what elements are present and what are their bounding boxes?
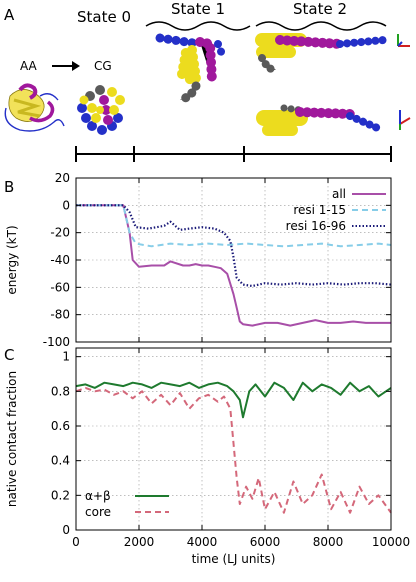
series-line-0 (75, 381, 392, 419)
y-tick-label: 1 (62, 350, 70, 364)
chart-native-contacts: 0 2000 4000 6000 8000 10000 0 0.2 0.4 0.6 0.8 1 nati… (5, 347, 410, 566)
y-tick-label: 0 (62, 523, 70, 537)
aa-to-cg-arrow-icon (52, 61, 80, 71)
y-tick-label: -60 (50, 280, 70, 294)
state-2-label: State 2 (293, 0, 347, 18)
y-tick-label: 20 (55, 171, 70, 185)
x-tick-label: 4000 (187, 535, 218, 549)
legend-label: all (332, 187, 346, 201)
y-tick-label: 0.2 (51, 488, 70, 502)
series-line-0 (76, 204, 391, 327)
legend: all resi 1-15 resi 16-96 (286, 187, 386, 233)
series-line-1 (76, 204, 392, 248)
x-tick-label: 6000 (250, 535, 281, 549)
y-axis-label: native contact fraction (5, 371, 19, 507)
y-tick-label: -100 (43, 335, 70, 349)
cg-label: CG (94, 59, 112, 73)
state-2-structure-top (255, 33, 388, 74)
panel-a: A State 0 State 1 State 2 AA CG (4, 0, 411, 162)
y-tick-label: 0.6 (51, 419, 70, 433)
panel-b-letter: B (4, 178, 14, 196)
series-line-2 (76, 204, 392, 288)
x-tick-label: 8000 (313, 535, 344, 549)
axis-triad-icon-2 (399, 110, 411, 130)
axis-triad-icon (397, 34, 410, 47)
state-timeline (75, 146, 392, 162)
state-2-wave-icon (255, 21, 387, 31)
y-tick-label: 0.8 (51, 384, 70, 398)
legend-label: resi 16-96 (286, 219, 346, 233)
y-tick-label: -20 (50, 226, 70, 240)
legend-label: resi 1-15 (293, 203, 346, 217)
x-tick-label: 10000 (372, 535, 410, 549)
legend-label: core (85, 505, 111, 519)
state-1-label: State 1 (171, 0, 225, 18)
protein-ribbon-icon (4, 83, 65, 132)
chart-energy: -100 -80 -60 -40 -20 0 20 energy (kT) all resi 1-… (5, 171, 392, 349)
x-tick-label: 2000 (124, 535, 155, 549)
legend: α+β core (85, 489, 169, 519)
y-axis-label: energy (kT) (5, 225, 19, 294)
state-0-label: State 0 (77, 8, 131, 26)
panel-a-letter: A (4, 6, 15, 24)
panel-c-letter: C (4, 346, 14, 364)
state-2-structure-bottom (256, 104, 386, 136)
aa-label: AA (20, 59, 38, 73)
x-axis-label: time (LJ units) (192, 552, 276, 566)
y-tick-label: 0.4 (51, 454, 70, 468)
y-tick-label: -40 (50, 253, 70, 267)
state-1-structure (155, 33, 226, 105)
legend-label: α+β (85, 489, 111, 503)
cg-sphere-cluster-icon (77, 85, 125, 135)
state-1-wave-icon (145, 21, 251, 31)
x-tick-label: 0 (72, 535, 80, 549)
plot-frame (75, 347, 392, 531)
y-tick-label: 0 (62, 198, 70, 212)
series-line-1 (75, 386, 392, 514)
y-tick-label: -80 (50, 308, 70, 322)
